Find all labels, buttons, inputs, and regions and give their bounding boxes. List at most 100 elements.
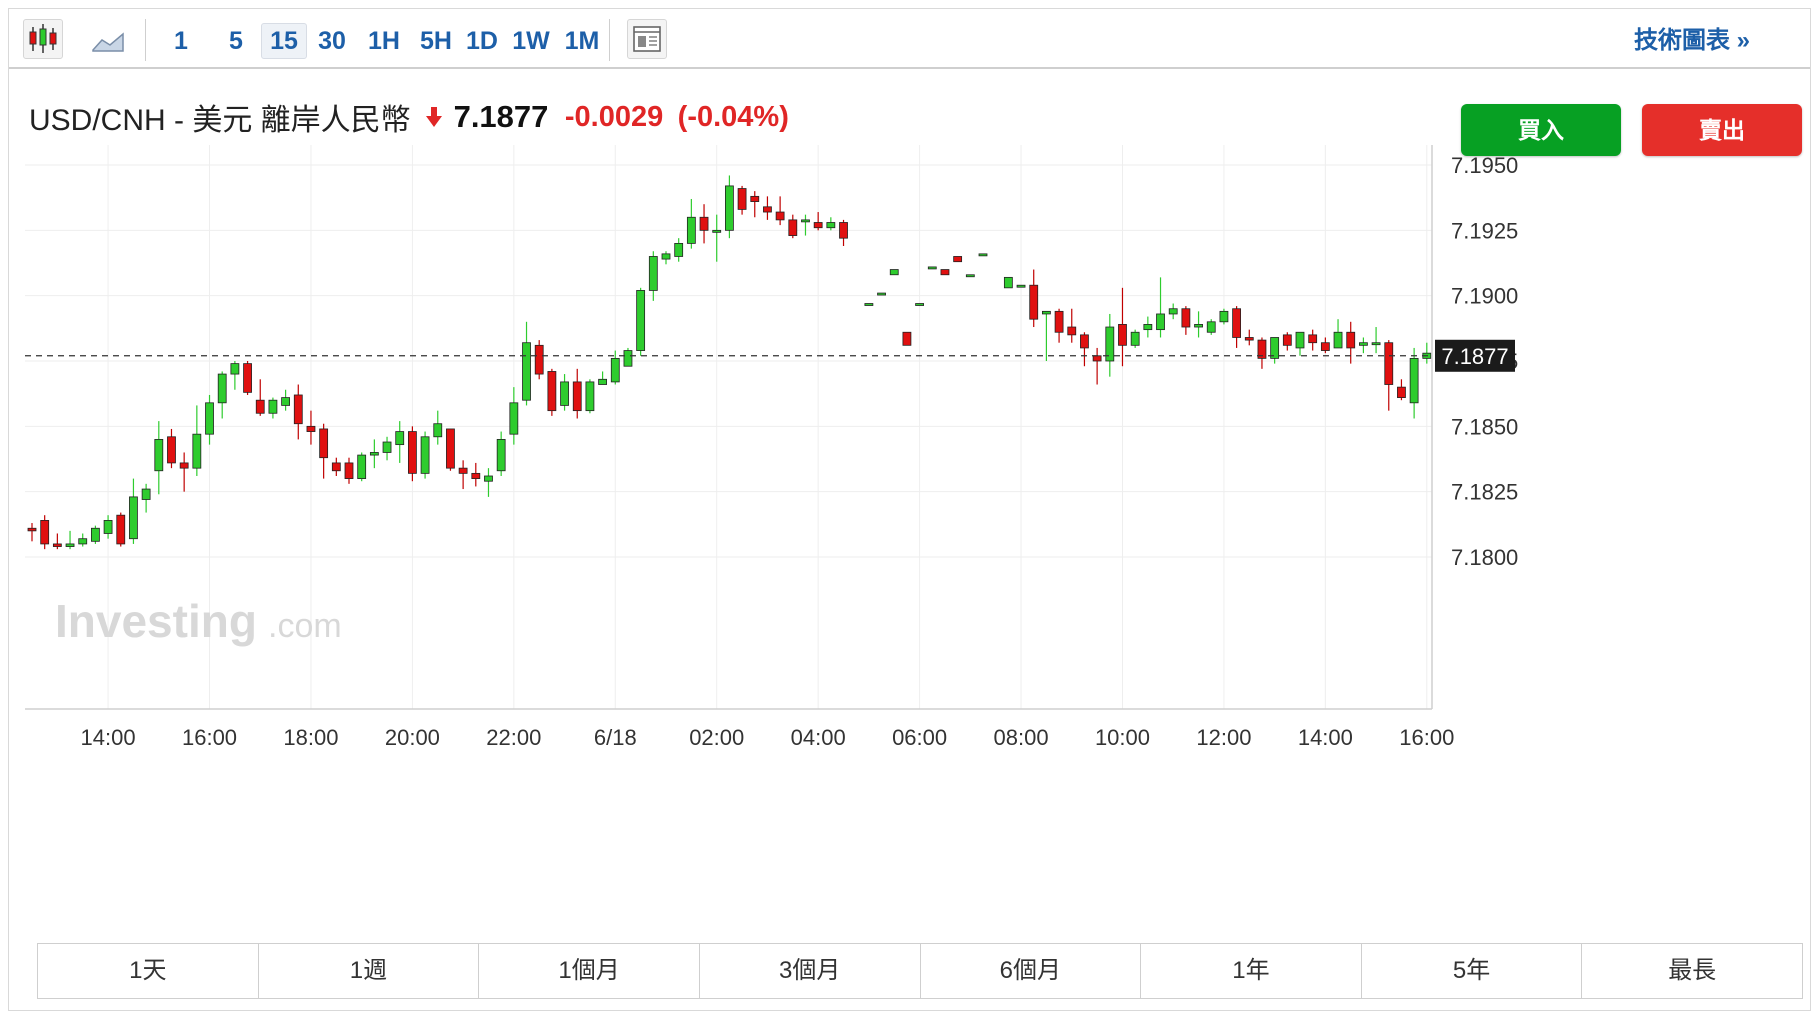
candle (1156, 277, 1165, 338)
instrument-title: USD/CNH - 美元 離岸人民幣 (29, 104, 411, 137)
candle (116, 512, 126, 547)
candle (255, 379, 265, 416)
range-button[interactable]: 5年 (1362, 944, 1583, 998)
candle-body-up (1168, 308, 1178, 315)
candle-body-down (763, 206, 772, 213)
candle (1295, 331, 1305, 356)
interval-5[interactable]: 5 (229, 27, 243, 55)
x-tick-label: 12:00 (1196, 725, 1251, 750)
candle (331, 457, 341, 476)
interval-30[interactable]: 30 (318, 27, 346, 55)
interval-1d[interactable]: 1D (466, 27, 498, 55)
candle-body-up (661, 253, 671, 260)
candle (927, 266, 937, 270)
candle (674, 238, 684, 262)
candle (357, 452, 367, 482)
candle-body-down (243, 363, 252, 393)
candle (1371, 327, 1381, 354)
candle (1143, 316, 1153, 338)
candle-body-up (65, 543, 75, 547)
candle (712, 214, 722, 262)
watermark-brand: Investing (55, 595, 257, 647)
candle (1244, 329, 1254, 346)
range-button[interactable]: 6個月 (921, 944, 1142, 998)
candle-body-up (103, 520, 113, 534)
candle-body-up (522, 342, 531, 401)
candle-body-down (1054, 310, 1064, 333)
interval-1w[interactable]: 1W (512, 27, 550, 55)
candle (623, 347, 633, 367)
candle (344, 457, 354, 484)
candle (306, 410, 316, 445)
interval-15[interactable]: 15 (261, 23, 307, 59)
current-price-box (1435, 339, 1515, 372)
candle-body-up (1409, 357, 1419, 404)
candle-body-down (458, 467, 468, 474)
interval-1m[interactable]: 1M (564, 27, 600, 55)
range-button[interactable]: 最長 (1668, 957, 1717, 984)
interval-5h[interactable]: 5H (420, 27, 452, 55)
candle-body-up (268, 399, 278, 414)
interval-1[interactable]: 1 (174, 27, 188, 55)
candle-body-up (154, 438, 164, 472)
candle (1054, 308, 1064, 343)
y-tick-label: 7.1825 (1451, 480, 1518, 505)
chart-axes: 7.19507.19257.19007.18757.18507.18257.18… (25, 145, 1518, 750)
interval-1h[interactable]: 1H (368, 27, 400, 55)
candle-body-down (1384, 342, 1394, 385)
range-button[interactable]: 1年 (1141, 944, 1362, 998)
candlestick-chart-icon[interactable] (23, 19, 63, 59)
x-tick-label: 02:00 (689, 725, 744, 750)
range-button[interactable]: 3個月 (700, 944, 921, 998)
candle (1016, 284, 1026, 288)
candle (217, 371, 227, 419)
candle (1042, 310, 1051, 361)
candle-body-down (788, 219, 798, 236)
candle (813, 212, 823, 231)
candle-body-down (344, 462, 354, 480)
candle (572, 368, 582, 419)
candle-body-up (1371, 342, 1381, 346)
candle-body-down (775, 211, 785, 221)
candle-body-up (1156, 313, 1165, 331)
candle (433, 410, 443, 445)
candle-body-up (281, 397, 291, 406)
candle (978, 253, 988, 257)
candle (1029, 269, 1039, 328)
candle (1194, 311, 1203, 338)
candle-body-up (648, 256, 658, 291)
candle-body-down (1029, 284, 1039, 320)
candle-body-up (623, 350, 633, 367)
candle (725, 175, 734, 239)
layout-icon[interactable] (627, 19, 667, 59)
candle (1219, 308, 1229, 325)
candle (1257, 337, 1267, 369)
candle-body-up (598, 378, 607, 385)
candle-body-down (167, 436, 176, 464)
candle-body-down (1346, 331, 1356, 349)
technical-chart-link[interactable]: 技術圖表 » (1633, 27, 1750, 54)
candle-body-down (446, 428, 455, 469)
toolbar-separator (145, 19, 146, 61)
candle (826, 217, 836, 231)
candle-body-up (801, 219, 810, 223)
candle (1181, 306, 1191, 335)
candle-body-down (1067, 326, 1077, 336)
candle (940, 269, 950, 276)
candle-body-up (1295, 331, 1305, 349)
area-chart-icon[interactable] (87, 19, 127, 59)
candle (547, 368, 557, 416)
candle (1397, 379, 1406, 401)
candle-body-up (1105, 326, 1115, 362)
range-button[interactable]: 1天 (38, 944, 259, 998)
candle (1003, 276, 1013, 289)
candle (610, 350, 620, 385)
range-button[interactable]: 1個月 (479, 944, 700, 998)
candle (1308, 329, 1318, 351)
buy-button[interactable]: 買入 (1461, 104, 1621, 156)
range-button[interactable]: 1週 (259, 944, 480, 998)
sell-button[interactable]: 賣出 (1642, 104, 1802, 156)
y-tick-label: 7.1950 (1451, 153, 1518, 178)
candle-body-down (902, 331, 912, 346)
